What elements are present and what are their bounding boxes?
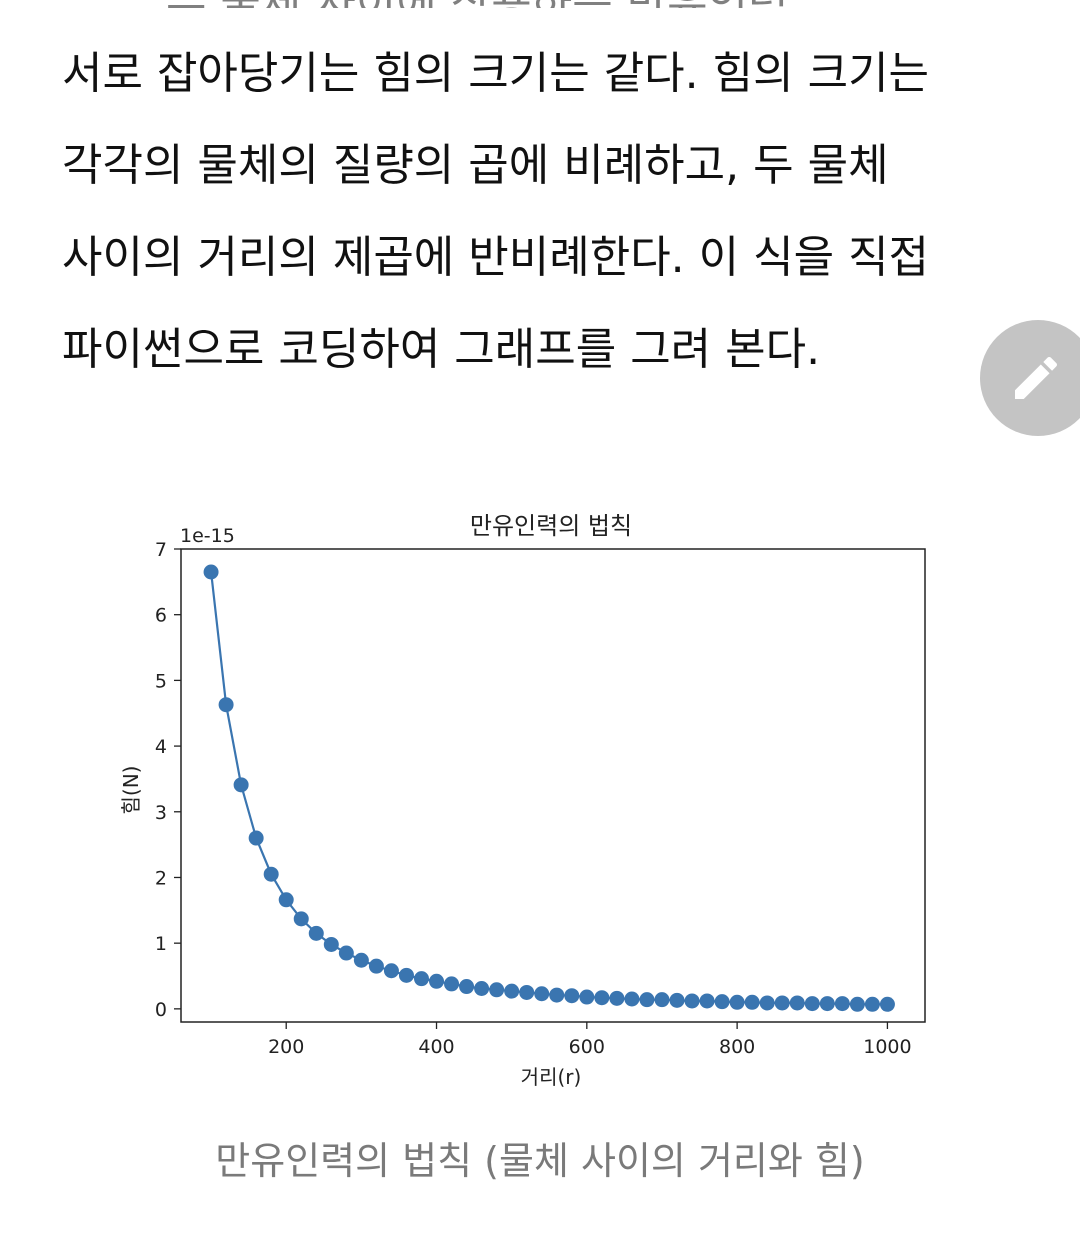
data-point [789, 995, 805, 1011]
paragraph-line: 서로 잡아당기는 힘의 크기는 같다. 힘의 크기는 [62, 48, 930, 99]
paragraph-line: 각각의 물체의 질량의 곱에 비례하고, 두 물체 [62, 140, 889, 191]
data-point [383, 963, 399, 979]
y-tick-label: 0 [155, 999, 167, 1021]
clipped-text-fragment: ... 두 물체 사이에 작용하는 만유인력 ... [110, 0, 970, 8]
data-point [834, 996, 850, 1012]
data-point [699, 993, 715, 1009]
data-point [293, 911, 309, 927]
data-point [504, 983, 520, 999]
chart-title: 만유인력의 법칙 [470, 512, 632, 540]
x-tick-label: 1000 [863, 1036, 911, 1058]
data-point [489, 982, 505, 998]
y-tick-label: 4 [155, 736, 167, 758]
x-tick-label: 600 [569, 1036, 605, 1058]
y-tick-label: 2 [155, 867, 167, 889]
data-point [263, 866, 279, 882]
figure-caption: 만유인력의 법칙 (물체 사이의 거리와 힘) [215, 1139, 865, 1183]
edit-button[interactable] [980, 320, 1080, 436]
y-tick-label: 5 [155, 670, 167, 692]
data-point [203, 564, 219, 580]
chart: 만유인력의 법칙 1e-15 거리(r) 힘(N) 200 400 600 800 10… [119, 512, 926, 1089]
data-point [669, 992, 685, 1008]
data-point [564, 988, 580, 1004]
data-point [864, 996, 880, 1012]
data-point [278, 892, 294, 908]
data-point [714, 994, 730, 1010]
pencil-icon [1015, 356, 1058, 399]
paragraph-line: 파이썬으로 코딩하여 그래프를 그려 본다. [62, 324, 821, 375]
data-point [534, 986, 550, 1002]
data-point [248, 830, 264, 846]
data-point [218, 697, 234, 713]
data-point [654, 992, 670, 1008]
y-tick-label: 3 [155, 802, 167, 824]
data-point [849, 996, 865, 1012]
data-point [744, 994, 760, 1010]
article-paragraph: 서로 잡아당기는 힘의 크기는 같다. 힘의 크기는 각각의 물체의 질량의 곱… [62, 28, 1042, 396]
series-line [210, 571, 888, 1006]
x-axis-label: 거리(r) [521, 1065, 582, 1089]
data-point [353, 952, 369, 968]
data-point [429, 973, 445, 989]
data-point [729, 994, 745, 1010]
data-point [549, 987, 565, 1003]
data-point [594, 990, 610, 1006]
x-tick-label: 800 [719, 1036, 755, 1058]
data-point [413, 971, 429, 987]
data-point [804, 996, 820, 1012]
data-point [579, 989, 595, 1005]
y-tick-label: 7 [155, 539, 167, 561]
data-point [474, 980, 490, 996]
data-point [308, 925, 324, 941]
data-point [398, 967, 414, 983]
data-point [879, 996, 895, 1012]
data-point [323, 936, 339, 952]
data-point [233, 777, 249, 793]
data-point [338, 945, 354, 961]
data-point [609, 990, 625, 1006]
data-point [368, 958, 384, 974]
y-tick-label: 1 [155, 933, 167, 955]
data-point [774, 995, 790, 1011]
y-tick-label: 6 [155, 605, 167, 627]
data-point [444, 976, 460, 992]
data-point [684, 993, 700, 1009]
data-point [624, 991, 640, 1007]
data-point [759, 995, 775, 1011]
plot-frame [180, 548, 926, 1023]
chart-figure: 만유인력의 법칙 1e-15 거리(r) 힘(N) 200 400 600 800 10… [100, 500, 960, 1100]
data-point [819, 996, 835, 1012]
data-point [459, 979, 475, 995]
y-offset-label: 1e-15 [180, 525, 235, 547]
x-tick-label: 200 [268, 1036, 304, 1058]
data-point [639, 992, 655, 1008]
data-point [519, 984, 535, 1000]
y-axis-label: 힘(N) [119, 766, 143, 815]
x-tick-label: 400 [418, 1036, 454, 1058]
paragraph-line: 사이의 거리의 제곱에 반비례한다. 이 식을 직접 [62, 232, 930, 283]
